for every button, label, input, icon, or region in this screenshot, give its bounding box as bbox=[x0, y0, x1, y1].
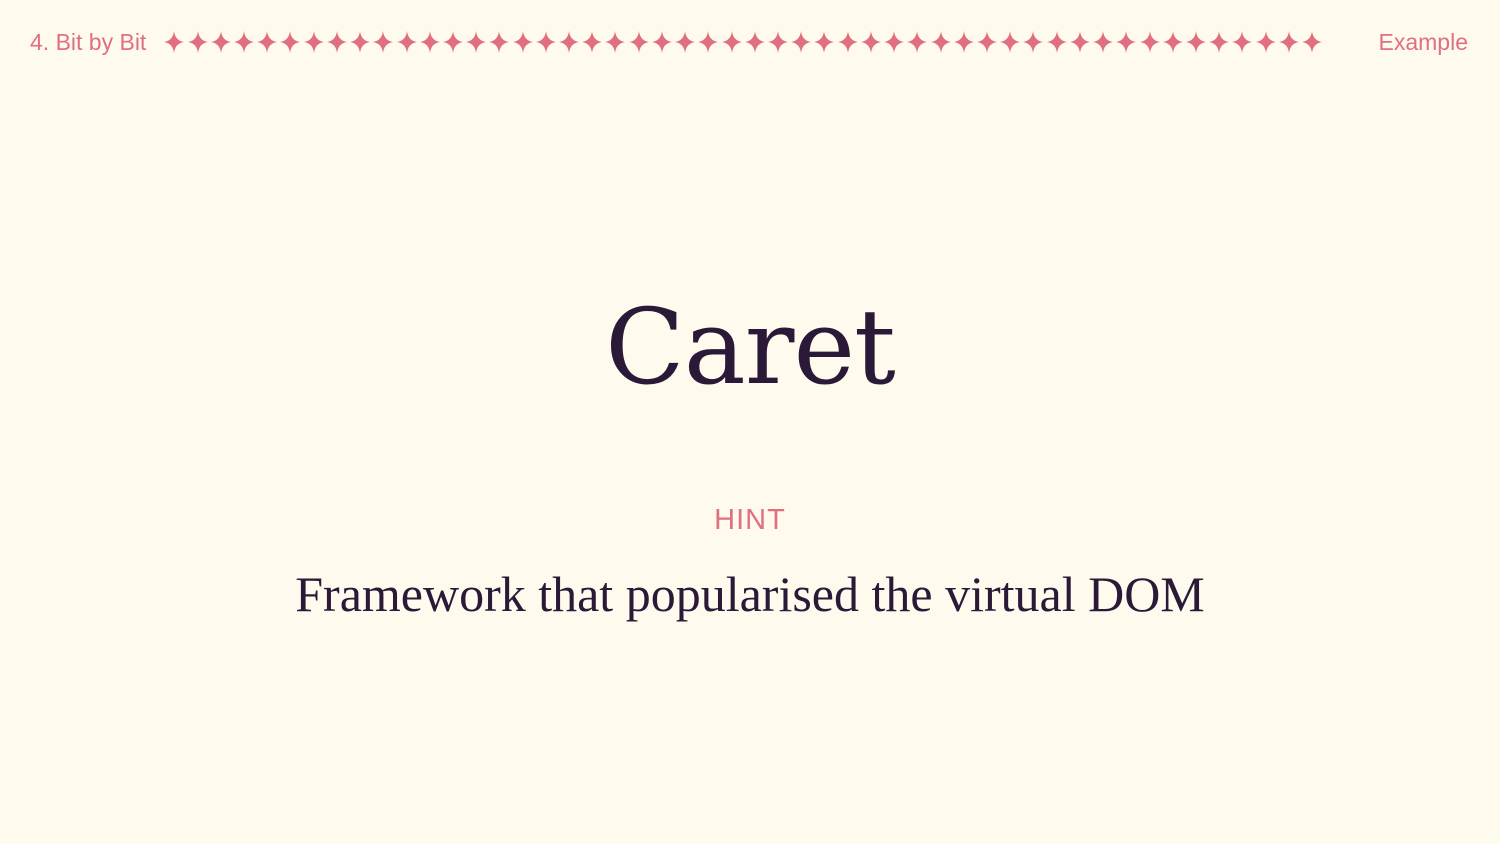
four-point-star-icon bbox=[1116, 31, 1137, 53]
section-label: 4. Bit by Bit bbox=[30, 28, 147, 55]
four-point-star-icon bbox=[814, 31, 835, 53]
answer-word: Caret bbox=[605, 286, 896, 408]
hint-text: Framework that popularised the virtual D… bbox=[295, 566, 1205, 622]
slide-tag-label: Example bbox=[1378, 28, 1468, 55]
four-point-star-icon bbox=[559, 31, 580, 53]
four-point-star-icon bbox=[442, 31, 463, 53]
four-point-star-icon bbox=[210, 31, 231, 53]
four-point-star-icon bbox=[675, 31, 696, 53]
four-point-star-icon bbox=[884, 31, 905, 53]
four-point-star-icon bbox=[1302, 31, 1323, 53]
four-point-star-icon bbox=[257, 31, 278, 53]
four-point-star-icon bbox=[930, 31, 951, 53]
four-point-star-icon bbox=[1093, 31, 1114, 53]
four-point-star-icon bbox=[628, 31, 649, 53]
four-point-star-icon bbox=[582, 31, 603, 53]
four-point-star-icon bbox=[326, 31, 347, 53]
four-point-star-icon bbox=[744, 31, 765, 53]
four-point-star-icon bbox=[466, 31, 487, 53]
four-point-star-icon bbox=[373, 31, 394, 53]
four-point-star-icon bbox=[860, 31, 881, 53]
four-point-star-icon bbox=[535, 31, 556, 53]
four-point-star-icon bbox=[1162, 31, 1183, 53]
hint-label: HINT bbox=[714, 504, 786, 536]
four-point-star-icon bbox=[1185, 31, 1206, 53]
four-point-star-icon bbox=[907, 31, 928, 53]
four-point-star-icon bbox=[280, 31, 301, 53]
slide-header: 4. Bit by Bit Example bbox=[30, 24, 1468, 60]
four-point-star-icon bbox=[1232, 31, 1253, 53]
four-point-star-icon bbox=[512, 31, 533, 53]
four-point-star-icon bbox=[187, 31, 208, 53]
four-point-star-icon bbox=[698, 31, 719, 53]
four-point-star-icon bbox=[1209, 31, 1230, 53]
four-point-star-icon bbox=[651, 31, 672, 53]
four-point-star-icon bbox=[791, 31, 812, 53]
four-point-star-icon bbox=[1255, 31, 1276, 53]
four-point-star-icon bbox=[1069, 31, 1090, 53]
four-point-star-icon bbox=[350, 31, 371, 53]
four-point-star-icon bbox=[1139, 31, 1160, 53]
four-point-star-icon bbox=[768, 31, 789, 53]
four-point-star-icon bbox=[233, 31, 254, 53]
four-point-star-icon bbox=[1046, 31, 1067, 53]
four-point-star-icon bbox=[953, 31, 974, 53]
four-point-star-icon bbox=[1023, 31, 1044, 53]
four-point-star-icon bbox=[605, 31, 626, 53]
star-divider bbox=[164, 24, 1323, 60]
four-point-star-icon bbox=[396, 31, 417, 53]
four-point-star-icon bbox=[489, 31, 510, 53]
four-point-star-icon bbox=[976, 31, 997, 53]
four-point-star-icon bbox=[303, 31, 324, 53]
four-point-star-icon bbox=[1000, 31, 1021, 53]
four-point-star-icon bbox=[721, 31, 742, 53]
four-point-star-icon bbox=[1278, 31, 1299, 53]
four-point-star-icon bbox=[419, 31, 440, 53]
four-point-star-icon bbox=[164, 31, 185, 53]
four-point-star-icon bbox=[837, 31, 858, 53]
